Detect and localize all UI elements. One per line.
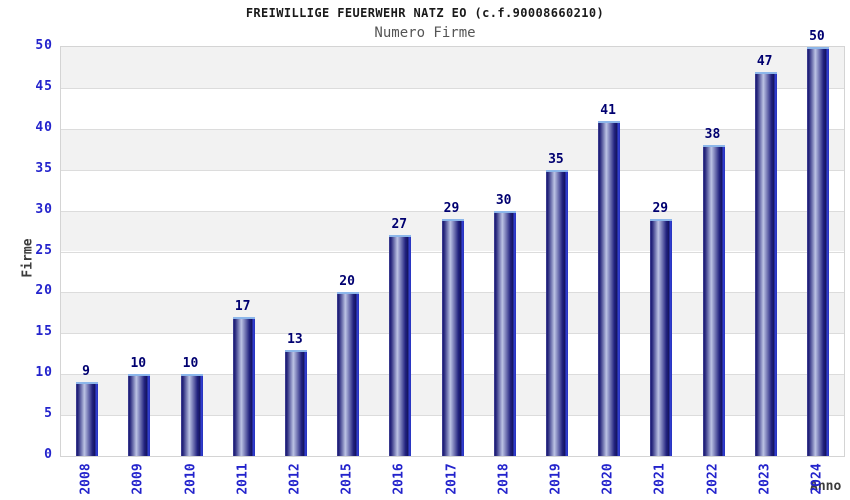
x-tick-label: 2009: [130, 463, 146, 495]
bar-2011: [232, 316, 255, 456]
x-tick-label: 2010: [183, 463, 198, 495]
bar-2015: [337, 292, 360, 456]
bar-2008: [76, 382, 99, 456]
x-tick-label: 2012: [287, 463, 303, 495]
gridline: [61, 210, 844, 212]
chart-subtitle: Numero Firme: [374, 25, 476, 41]
x-tick-label: 2019: [548, 463, 564, 495]
x-tick-label: 2015: [339, 463, 355, 495]
plot-band: [61, 128, 844, 170]
bar-value-label: 29: [443, 200, 460, 216]
y-tick-label: 40: [35, 119, 53, 135]
bar-2022: [702, 145, 725, 456]
bar-2020: [598, 120, 621, 456]
bar-value-label: 30: [495, 192, 512, 208]
y-tick-label: 15: [35, 324, 53, 340]
y-tick-label: 10: [35, 365, 53, 381]
y-tick-label: 30: [35, 201, 53, 217]
x-tick-label: 2023: [757, 463, 773, 495]
bar-2010: [180, 374, 203, 456]
x-tick-label: 2017: [444, 463, 459, 495]
x-tick-label: 2016: [391, 463, 407, 495]
x-tick-label: 2021: [652, 463, 668, 495]
bar-2024: [806, 47, 829, 456]
bar-2018: [493, 210, 516, 456]
plot-band: [61, 47, 844, 88]
x-tick-label: 2018: [496, 463, 512, 495]
bar-value-label: 50: [809, 29, 825, 44]
bar-2016: [389, 235, 412, 456]
gridline: [61, 169, 844, 171]
x-tick-label: 2008: [78, 463, 94, 495]
bar-2009: [128, 374, 151, 456]
x-tick-label: 2022: [705, 463, 720, 495]
x-tick-label: 2024: [809, 463, 825, 495]
bar-2021: [650, 218, 673, 456]
bar-value-label: 10: [182, 356, 199, 372]
bar-value-label: 41: [600, 102, 616, 118]
bar-value-label: 38: [704, 127, 721, 143]
y-tick-label: 45: [35, 78, 53, 94]
bar-2012: [284, 349, 307, 456]
plot-area: [60, 46, 845, 457]
bar-value-label: 13: [287, 331, 303, 347]
y-tick-label: 5: [44, 406, 53, 422]
y-tick-label: 25: [35, 242, 53, 258]
bar-value-label: 9: [82, 364, 91, 380]
y-tick-label: 35: [35, 160, 53, 176]
bar-value-label: 10: [130, 356, 147, 372]
y-tick-label: 20: [35, 283, 53, 299]
bar-value-label: 29: [652, 200, 669, 216]
bar-value-label: 47: [756, 53, 773, 69]
plot-band: [61, 87, 844, 129]
x-tick-label: 2011: [235, 463, 251, 495]
x-axis-title: Anno: [810, 479, 842, 494]
bar-2019: [545, 169, 568, 456]
gridline: [61, 87, 844, 89]
bar-2017: [441, 218, 464, 456]
x-tick-label: 2020: [600, 463, 616, 495]
y-tick-label: 50: [35, 38, 53, 53]
bar-value-label: 17: [234, 298, 251, 314]
bar-2023: [754, 71, 777, 456]
y-tick-label: 0: [44, 447, 53, 462]
chart-title: FREIWILLIGE FEUERWEHR NATZ EO (c.f.90008…: [245, 6, 605, 20]
bar-value-label: 27: [391, 217, 408, 233]
bar-value-label: 35: [548, 151, 564, 167]
bar-value-label: 20: [339, 274, 355, 290]
gridline: [61, 128, 844, 130]
